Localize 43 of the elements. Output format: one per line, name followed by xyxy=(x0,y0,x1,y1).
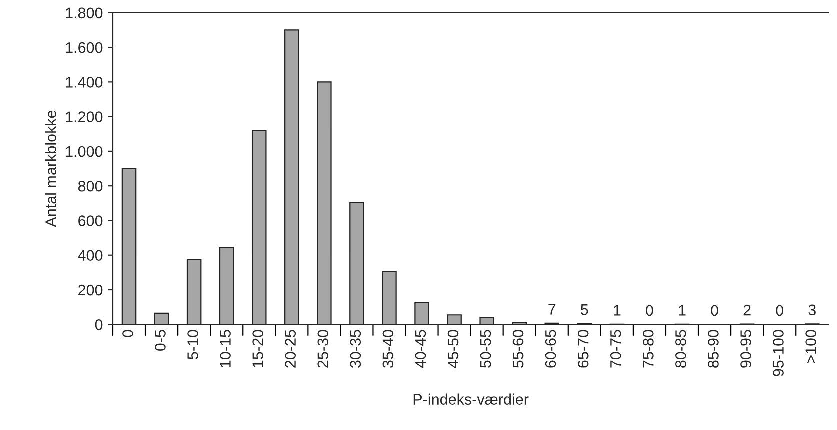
x-tick-label: 95-100 xyxy=(773,330,784,376)
data-label: 7 xyxy=(548,304,556,315)
x-tick-label: 35-40 xyxy=(382,330,394,368)
x-tick-label: >100 xyxy=(806,330,816,364)
x-tick-label: 75-80 xyxy=(643,330,654,368)
data-label: 5 xyxy=(581,304,588,316)
x-tick-label: 30-35 xyxy=(350,330,362,368)
x-tick-label: 0 xyxy=(122,330,134,338)
x-tick-label: 45-50 xyxy=(448,330,459,368)
y-tick-label: 800 xyxy=(78,180,103,192)
data-label: 1 xyxy=(679,305,686,316)
x-tick-label: 70-75 xyxy=(610,330,622,368)
data-label: 3 xyxy=(808,304,816,316)
x-tick-label: 10-15 xyxy=(220,330,231,368)
y-tick-label: 200 xyxy=(78,284,103,296)
x-tick-label: 50-55 xyxy=(480,330,492,368)
data-label: 0 xyxy=(646,305,654,316)
y-tick-label: 1.600 xyxy=(66,42,103,54)
x-tick-label: 55-60 xyxy=(512,330,524,368)
data-label: 1 xyxy=(614,305,621,316)
y-tick-label: 1.800 xyxy=(66,8,103,19)
y-tick-label: 1.200 xyxy=(66,112,103,123)
data-label: 0 xyxy=(776,305,784,316)
y-tick-label: 1.000 xyxy=(66,146,103,158)
x-tick-label: 20-25 xyxy=(285,330,296,368)
x-tick-label: 65-70 xyxy=(578,330,589,368)
x-tick-label: 15-20 xyxy=(252,330,264,368)
data-label: 2 xyxy=(744,304,751,316)
y-tick-label: 1.400 xyxy=(66,77,103,88)
x-tick-label: 80-85 xyxy=(676,330,686,368)
data-label: 0 xyxy=(711,305,718,316)
y-tick-label: 0 xyxy=(95,320,103,330)
y-tick-label: 600 xyxy=(78,216,103,226)
x-tick-label: 40-45 xyxy=(415,330,426,368)
x-tick-label: 5-10 xyxy=(188,330,198,360)
x-tick-label: 60-65 xyxy=(545,330,556,368)
x-tick-label: 85-90 xyxy=(708,330,719,368)
y-tick-label: 400 xyxy=(78,250,103,262)
x-tick-label: 25-30 xyxy=(318,330,329,368)
x-axis-title: P-indeks-værdier xyxy=(414,394,529,405)
y-axis-title: Antal markblokke xyxy=(45,110,56,228)
x-tick-label: 0-5 xyxy=(155,330,166,351)
x-tick-label: 90-95 xyxy=(740,330,752,368)
